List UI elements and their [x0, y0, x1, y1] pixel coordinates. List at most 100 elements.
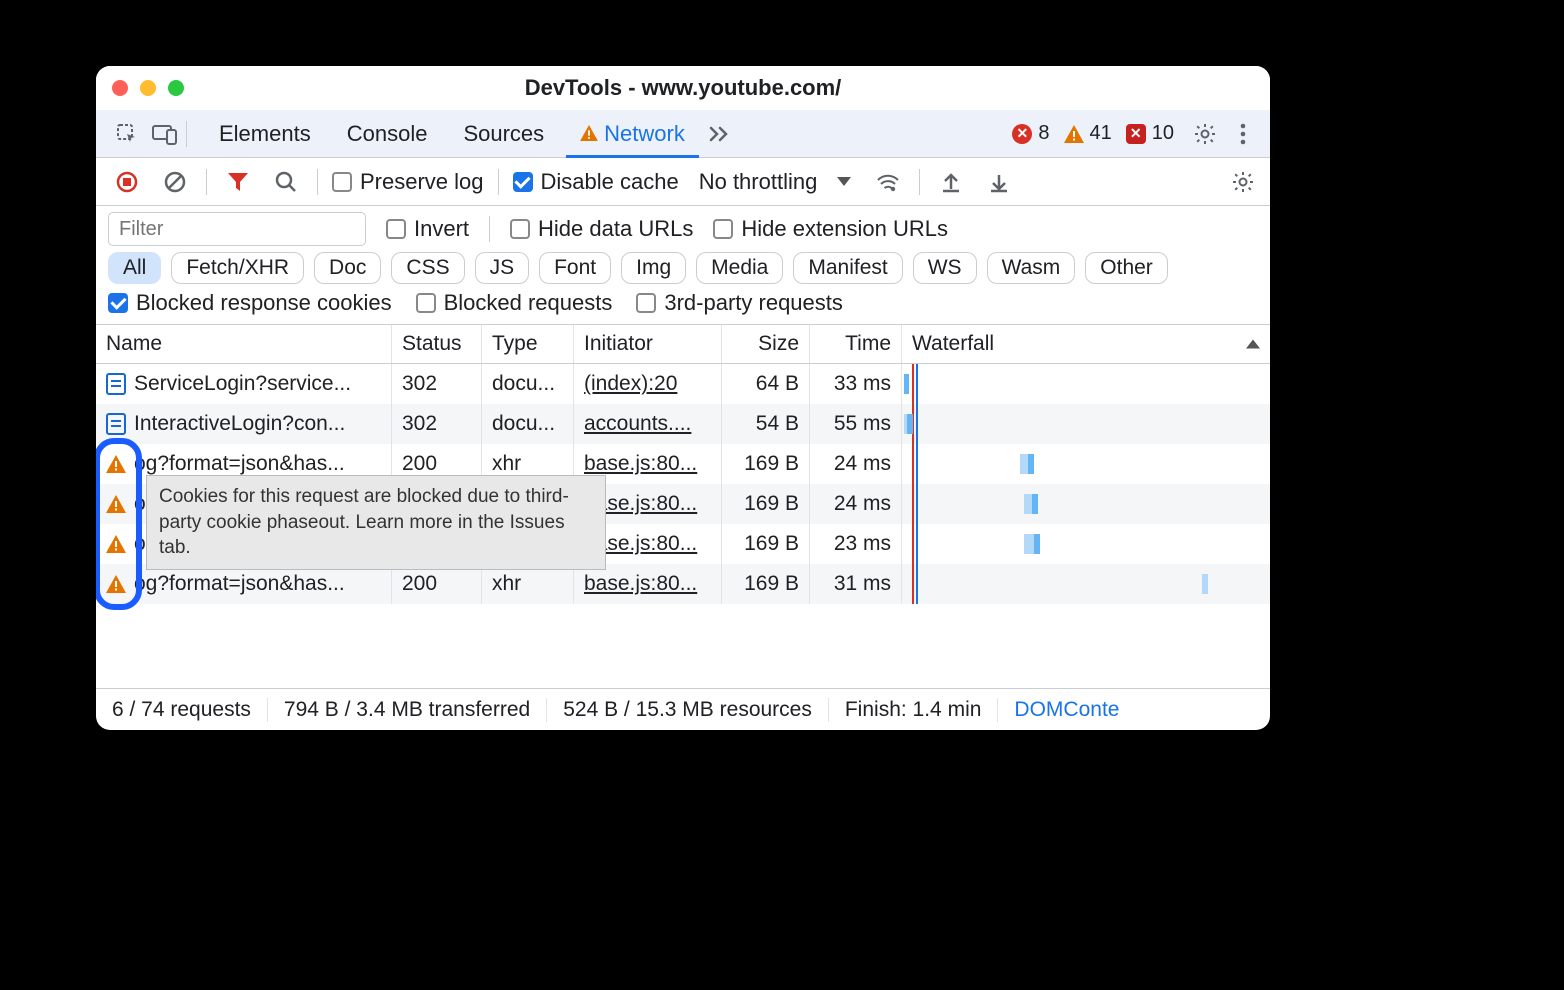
column-initiator[interactable]: Initiator: [574, 325, 722, 363]
type-pill-ws[interactable]: WS: [913, 252, 977, 284]
type-pill-all[interactable]: All: [108, 252, 161, 284]
document-icon: [106, 373, 126, 395]
type-pill-font[interactable]: Font: [539, 252, 611, 284]
error-count[interactable]: ✕ 8: [1012, 122, 1049, 145]
type-pill-wasm[interactable]: Wasm: [987, 252, 1076, 284]
tab-label: Network: [604, 121, 685, 146]
checkbox-box: [108, 293, 128, 313]
type-pill-doc[interactable]: Doc: [314, 252, 381, 284]
issue-counts: ✕ 8 41 ✕ 10: [1012, 122, 1174, 145]
type-pill-other[interactable]: Other: [1085, 252, 1168, 284]
blocked-cookies-checkbox[interactable]: Blocked response cookies: [108, 290, 392, 316]
blocked-requests-label: Blocked requests: [444, 290, 613, 316]
status-transferred: 794 B / 3.4 MB transferred: [268, 698, 547, 722]
cell-size: 169 B: [722, 564, 810, 604]
tab-network[interactable]: Network: [566, 111, 699, 157]
tab-console[interactable]: Console: [333, 111, 442, 157]
hide-extension-urls-checkbox[interactable]: Hide extension URLs: [713, 216, 948, 242]
settings-icon[interactable]: [1188, 117, 1222, 151]
search-icon[interactable]: [269, 165, 303, 199]
minimize-window-button[interactable]: [140, 80, 156, 96]
export-har-icon[interactable]: [982, 165, 1016, 199]
warning-icon: [106, 455, 126, 473]
tab-label: Sources: [463, 121, 544, 146]
type-pill-css[interactable]: CSS: [391, 252, 464, 284]
column-size[interactable]: Size: [722, 325, 810, 363]
inspect-element-icon[interactable]: [110, 117, 144, 151]
cell-initiator[interactable]: accounts....: [574, 404, 722, 444]
network-settings-icon[interactable]: [1226, 165, 1260, 199]
devtools-window: DevTools - www.youtube.com/ Elements Cons…: [96, 66, 1270, 730]
warning-icon: [106, 495, 126, 513]
network-conditions-icon[interactable]: [871, 165, 905, 199]
window-title: DevTools - www.youtube.com/: [96, 75, 1270, 101]
disable-cache-label: Disable cache: [541, 169, 679, 195]
column-name[interactable]: Name: [96, 325, 392, 363]
checkbox-box: [636, 293, 656, 313]
type-pill-media[interactable]: Media: [696, 252, 783, 284]
cell-time: 55 ms: [810, 404, 902, 444]
more-tabs-icon[interactable]: [703, 117, 737, 151]
table-row[interactable]: ServiceLogin?service...302docu...(index)…: [96, 364, 1270, 404]
warning-count-value: 41: [1090, 122, 1112, 145]
tab-label: Elements: [219, 121, 311, 146]
type-pill-fetchxhr[interactable]: Fetch/XHR: [171, 252, 304, 284]
cell-initiator[interactable]: base.js:80...: [574, 564, 722, 604]
column-waterfall[interactable]: Waterfall: [902, 325, 1270, 363]
sort-indicator-icon: [1246, 340, 1260, 349]
hide-data-urls-checkbox[interactable]: Hide data URLs: [510, 216, 693, 242]
status-resources: 524 B / 15.3 MB resources: [547, 698, 829, 722]
checkbox-box: [713, 219, 733, 239]
device-toolbar-icon[interactable]: [148, 117, 182, 151]
disable-cache-checkbox[interactable]: Disable cache: [513, 169, 679, 195]
cell-status: 302: [392, 404, 482, 444]
blocked-requests-checkbox[interactable]: Blocked requests: [416, 290, 613, 316]
request-name: og?format=json&has...: [134, 452, 345, 476]
import-har-icon[interactable]: [934, 165, 968, 199]
zoom-window-button[interactable]: [168, 80, 184, 96]
warning-icon: [106, 535, 126, 553]
issue-count[interactable]: ✕ 10: [1126, 122, 1174, 145]
clear-button[interactable]: [158, 165, 192, 199]
warning-count[interactable]: 41: [1064, 122, 1112, 145]
table-row[interactable]: og?format=json&has...200xhrbase.js:80...…: [96, 564, 1270, 604]
close-window-button[interactable]: [112, 80, 128, 96]
throttling-select[interactable]: No throttling: [693, 167, 858, 197]
tab-label: Console: [347, 121, 428, 146]
cell-waterfall: [902, 564, 1270, 604]
network-toolbar: Preserve log Disable cache No throttling: [96, 158, 1270, 206]
cell-size: 169 B: [722, 444, 810, 484]
cell-size: 64 B: [722, 364, 810, 404]
more-options-icon[interactable]: [1226, 117, 1260, 151]
tooltip-text: Cookies for this request are blocked due…: [159, 486, 569, 558]
hide-extension-urls-label: Hide extension URLs: [741, 216, 948, 242]
document-icon: [106, 413, 126, 435]
type-pill-manifest[interactable]: Manifest: [793, 252, 902, 284]
third-party-requests-checkbox[interactable]: 3rd-party requests: [636, 290, 843, 316]
tab-sources[interactable]: Sources: [449, 111, 558, 157]
cell-type: xhr: [482, 564, 574, 604]
checkbox-box: [510, 219, 530, 239]
divider: [489, 216, 490, 242]
record-button[interactable]: [110, 165, 144, 199]
checkbox-box: [513, 172, 533, 192]
table-row[interactable]: InteractiveLogin?con...302docu...account…: [96, 404, 1270, 444]
request-name: og?format=json&has...: [134, 572, 345, 596]
preserve-log-checkbox[interactable]: Preserve log: [332, 169, 484, 195]
warning-icon: [106, 575, 126, 593]
cell-initiator[interactable]: (index):20: [574, 364, 722, 404]
cell-status: 302: [392, 364, 482, 404]
issue-icon: ✕: [1126, 124, 1146, 144]
type-pill-js[interactable]: JS: [475, 252, 530, 284]
column-time[interactable]: Time: [810, 325, 902, 363]
cell-name: ServiceLogin?service...: [96, 364, 392, 404]
column-type[interactable]: Type: [482, 325, 574, 363]
filter-input[interactable]: [108, 212, 366, 246]
tab-elements[interactable]: Elements: [205, 111, 325, 157]
error-count-value: 8: [1038, 122, 1049, 145]
type-pill-img[interactable]: Img: [621, 252, 686, 284]
issue-count-value: 10: [1152, 122, 1174, 145]
filter-icon[interactable]: [221, 165, 255, 199]
column-status[interactable]: Status: [392, 325, 482, 363]
invert-checkbox[interactable]: Invert: [386, 216, 469, 242]
